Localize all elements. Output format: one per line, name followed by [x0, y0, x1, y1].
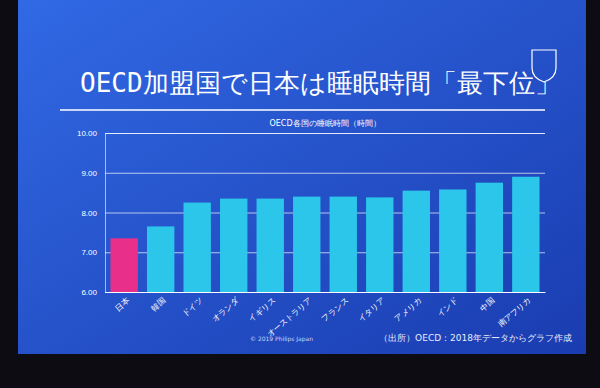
x-tick-label: 韓国: [150, 296, 168, 313]
slide-background: [18, 0, 586, 354]
y-tick: 10.00: [77, 129, 545, 138]
x-tick: 日本: [113, 296, 131, 313]
x-tick: イタリア: [356, 296, 386, 323]
y-tick-label: 9.00: [81, 169, 97, 178]
source-note: （出所）OECD：2018年データからグラフ作成: [379, 333, 572, 343]
x-tick: アメリカ: [393, 296, 423, 323]
copyright: © 2019 Philips Japan: [250, 335, 313, 343]
title-underline: [60, 109, 545, 111]
x-tick: フランス: [320, 296, 350, 323]
x-tick-label: イタリア: [356, 296, 386, 323]
y-axis: 6.00 7.00 8.00 9.00 10.00: [77, 129, 545, 297]
y-tick-label: 7.00: [81, 248, 97, 257]
chart-title: OECD各国の睡眠時間（時間）: [269, 119, 380, 128]
x-axis: 日本 韓国ドイツオランダイギリスオーストラリアフランスイタリアアメリカインド 中国南…: [106, 293, 546, 339]
x-tick-label: アメリカ: [393, 296, 423, 323]
grid-line: [105, 173, 545, 174]
bar: [330, 197, 357, 292]
x-tick: インド: [436, 296, 460, 318]
chart-svg: OECD加盟国で日本は睡眠時間「最下位」 OECD各国の睡眠時間（時間） 6.00 7…: [0, 0, 600, 388]
x-tick-label: インド: [436, 296, 460, 318]
x-tick: イギリス: [247, 296, 277, 323]
bar: [512, 177, 539, 292]
bar: [366, 197, 393, 292]
y-tick-label: 6.00: [81, 288, 97, 297]
grid-line: [105, 292, 545, 293]
bar: [220, 199, 247, 292]
bar: [476, 183, 503, 292]
x-tick-label: 中国: [478, 296, 496, 313]
x-tick: 南アフリカ: [496, 296, 532, 329]
grid-line: [105, 133, 545, 134]
y-tick: 9.00: [81, 169, 545, 178]
slide-title: OECD加盟国で日本は睡眠時間「最下位」: [80, 68, 561, 98]
x-tick: 中国: [478, 296, 496, 313]
x-tick-label: 日本: [113, 296, 131, 313]
bar: [257, 199, 284, 292]
bar: [439, 189, 466, 292]
x-tick: 韓国: [150, 296, 168, 313]
y-tick-label: 8.00: [81, 209, 97, 218]
bar: [147, 226, 174, 292]
x-tick: オランダ: [210, 295, 241, 323]
y-axis-line: [106, 134, 546, 293]
x-axis-line: [106, 292, 546, 293]
bar: [184, 203, 211, 292]
bar: [293, 197, 320, 292]
x-tick: ドイツ: [180, 296, 204, 318]
x-tick-label: ドイツ: [180, 296, 204, 318]
plot: 6.00 7.00 8.00 9.00 10.00 日本 韓国ドイツオランダイギリスオースト…: [77, 129, 546, 339]
logo: [532, 50, 556, 82]
y-tick-label: 10.00: [77, 129, 98, 138]
x-tick-label: オランダ: [210, 295, 241, 323]
x-tick-label: オーストラリア: [265, 296, 314, 339]
x-tick-label: イギリス: [247, 296, 277, 323]
x-tick-label: 南アフリカ: [496, 296, 532, 329]
x-tick-label: フランス: [320, 296, 350, 323]
bars: [110, 177, 539, 292]
x-tick: オーストラリア: [265, 296, 314, 339]
bar: [110, 238, 137, 292]
bar: [403, 191, 430, 292]
